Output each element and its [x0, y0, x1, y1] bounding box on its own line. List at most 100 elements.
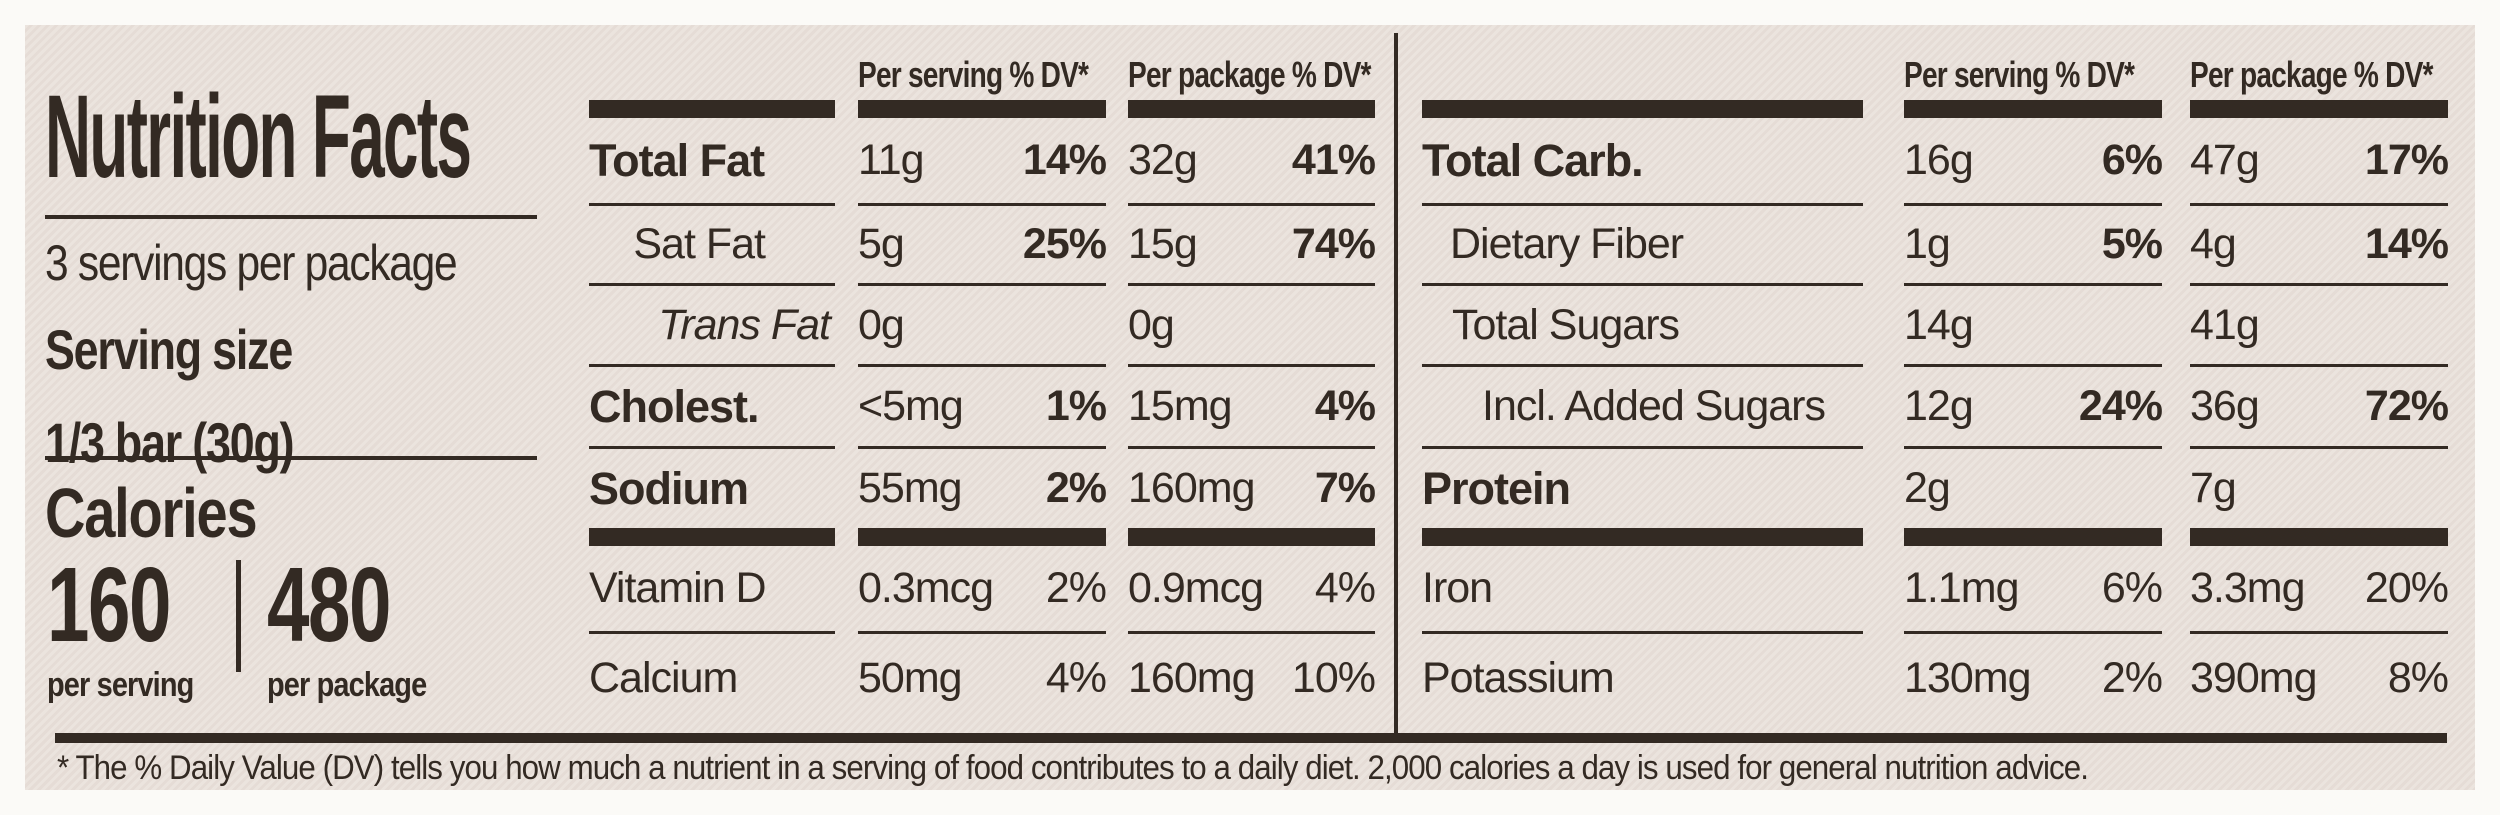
thick-bar — [2190, 100, 2448, 118]
amount-per-serving: 1g — [1904, 220, 1951, 268]
row-vitamin-d-serving: 0.3mcg 2% — [858, 546, 1107, 634]
column-header-spacer — [589, 25, 835, 100]
row-total-sugars-serving: 14g — [1904, 286, 2162, 367]
row-calcium-serving: 50mg 4% — [858, 634, 1107, 722]
row-sat-fat-package: 15g 74% — [1128, 206, 1376, 286]
nutrient-name: Vitamin D — [589, 564, 767, 612]
fat-table-label-column: Total Fat Sat Fat Trans Fat Cholest. Sodium V… — [589, 25, 835, 722]
thick-bar — [1422, 528, 1863, 546]
fat-table-package-column: Per package % DV* 32g 41% 15g 74% 0g 15mg 4% 160… — [1128, 25, 1376, 722]
column-header-package: Per package % DV* — [1128, 25, 1375, 100]
amount-per-serving: 12g — [1904, 382, 1974, 430]
row-dietary-fiber-label: Dietary Fiber — [1422, 206, 1863, 286]
daily-value-per-package: 4% — [1314, 564, 1376, 612]
amount-per-package: 47g — [2190, 136, 2260, 184]
nutrient-name: Total Sugars — [1452, 300, 1680, 349]
amount-per-package: 41g — [2190, 300, 2260, 349]
daily-value-per-package: 41% — [1291, 136, 1376, 184]
column-header-label: Per package % DV* — [2190, 54, 2433, 95]
row-incl-added-sugars-serving: 12g 24% — [1904, 367, 2163, 449]
row-dietary-fiber-package: 4g 14% — [2190, 206, 2449, 286]
row-calcium-package: 160mg 10% — [1128, 634, 1376, 722]
amount-per-serving: <5mg — [858, 382, 964, 430]
amount-per-serving: 130mg — [1904, 653, 2031, 702]
amount-per-serving: 5g — [858, 220, 905, 268]
row-cholest-serving: <5mg 1% — [858, 367, 1107, 449]
amount-per-package: 7g — [2190, 464, 2237, 512]
amount-per-package: 390mg — [2190, 653, 2317, 702]
amount-per-package: 3.3mg — [2190, 564, 2306, 612]
row-sat-fat-serving: 5g 25% — [858, 206, 1107, 286]
row-trans-fat-label: Trans Fat — [589, 286, 835, 367]
column-header-label: Per package % DV* — [1128, 54, 1371, 95]
daily-value-per-package: 8% — [2387, 653, 2449, 702]
footnote-rule — [55, 733, 2447, 743]
amount-per-package: 15g — [1128, 220, 1198, 268]
nutrient-name: Dietary Fiber — [1450, 220, 1684, 268]
row-potassium-package: 390mg 8% — [2190, 634, 2449, 722]
calories-per-package-block: 480 per package — [267, 552, 454, 705]
column-header-package: Per package % DV* — [2190, 25, 2448, 100]
nutrition-label: Nutrition Facts 3 servings per package S… — [25, 25, 2475, 790]
row-dietary-fiber-serving: 1g 5% — [1904, 206, 2163, 286]
row-potassium-serving: 130mg 2% — [1904, 634, 2163, 722]
amount-per-serving: 11g — [858, 136, 925, 184]
servings-per-package: 3 servings per package — [45, 235, 458, 291]
daily-value-per-serving: 2% — [1045, 564, 1107, 612]
daily-value-per-serving: 6% — [2101, 564, 2163, 612]
amount-per-serving: 14g — [1904, 300, 1974, 349]
daily-value-per-serving: 2% — [1045, 464, 1107, 512]
thick-bar — [1904, 528, 2162, 546]
row-total-fat-package: 32g 41% — [1128, 118, 1376, 206]
nutrient-name: Potassium — [1422, 653, 1615, 702]
amount-per-serving: 16g — [1904, 136, 1974, 184]
row-vitamin-d-package: 0.9mcg 4% — [1128, 546, 1376, 634]
calories-per-serving-block: 160 per serving — [47, 552, 219, 705]
title-rule — [45, 215, 537, 219]
thick-bar — [858, 100, 1106, 118]
nutrient-name: Calcium — [589, 653, 738, 702]
daily-value-per-serving: 5% — [2101, 220, 2163, 268]
column-header-label: Per serving % DV* — [1904, 54, 2135, 95]
row-iron-label: Iron — [1422, 546, 1863, 634]
thick-bar — [858, 528, 1106, 546]
amount-per-serving: 2g — [1904, 464, 1951, 512]
row-total-carb-package: 47g 17% — [2190, 118, 2449, 206]
row-cholest-label: Cholest. — [589, 367, 835, 449]
serving-size-value: 1/3 bar (30g) — [45, 411, 295, 474]
column-header-spacer — [1422, 25, 1863, 100]
row-total-carb-serving: 16g 6% — [1904, 118, 2163, 206]
serving-size-label: Serving size — [45, 318, 293, 381]
section-divider — [1394, 33, 1398, 733]
daily-value-per-package: 4% — [1314, 382, 1376, 430]
daily-value-per-package: 20% — [2364, 564, 2449, 612]
nutrient-name: Sat Fat — [633, 220, 766, 268]
nutrition-facts-title: Nutrition Facts — [45, 71, 472, 203]
daily-value-per-package: 10% — [1291, 653, 1376, 702]
amount-per-package: 160mg — [1128, 653, 1255, 702]
calories-per-serving-caption: per serving — [47, 666, 194, 704]
carb-table-label-column: Total Carb. Dietary Fiber Total Sugars Incl… — [1422, 25, 1863, 722]
row-sat-fat-label: Sat Fat — [589, 206, 835, 286]
daily-value-per-serving: 6% — [2101, 136, 2163, 184]
amount-per-serving: 50mg — [858, 653, 963, 702]
carb-table-serving-column: Per serving % DV* 16g 6% 1g 5% 14g 12g 24% 2g 1.1… — [1904, 25, 2163, 722]
row-sodium-package: 160mg 7% — [1128, 449, 1376, 528]
calories-rule — [45, 456, 537, 460]
thick-bar — [589, 528, 835, 546]
column-header-serving: Per serving % DV* — [858, 25, 1106, 100]
calories-per-package-caption: per package — [267, 666, 427, 704]
row-total-carb-label: Total Carb. — [1422, 118, 1863, 206]
amount-per-package: 15mg — [1128, 382, 1233, 430]
nutrient-name: Protein — [1422, 462, 1571, 514]
row-total-sugars-label: Total Sugars — [1422, 286, 1863, 367]
row-protein-serving: 2g — [1904, 449, 2162, 528]
carb-table-package-column: Per package % DV* 47g 17% 4g 14% 41g 36g 72% 7g 3… — [2190, 25, 2449, 722]
column-header-label: Per serving % DV* — [858, 54, 1089, 95]
daily-value-per-package: 7% — [1314, 464, 1376, 512]
row-trans-fat-package: 0g — [1128, 286, 1375, 367]
daily-value-per-package: 72% — [2364, 382, 2449, 430]
amount-per-serving: 0.3mcg — [858, 564, 994, 612]
column-header-serving: Per serving % DV* — [1904, 25, 2162, 100]
